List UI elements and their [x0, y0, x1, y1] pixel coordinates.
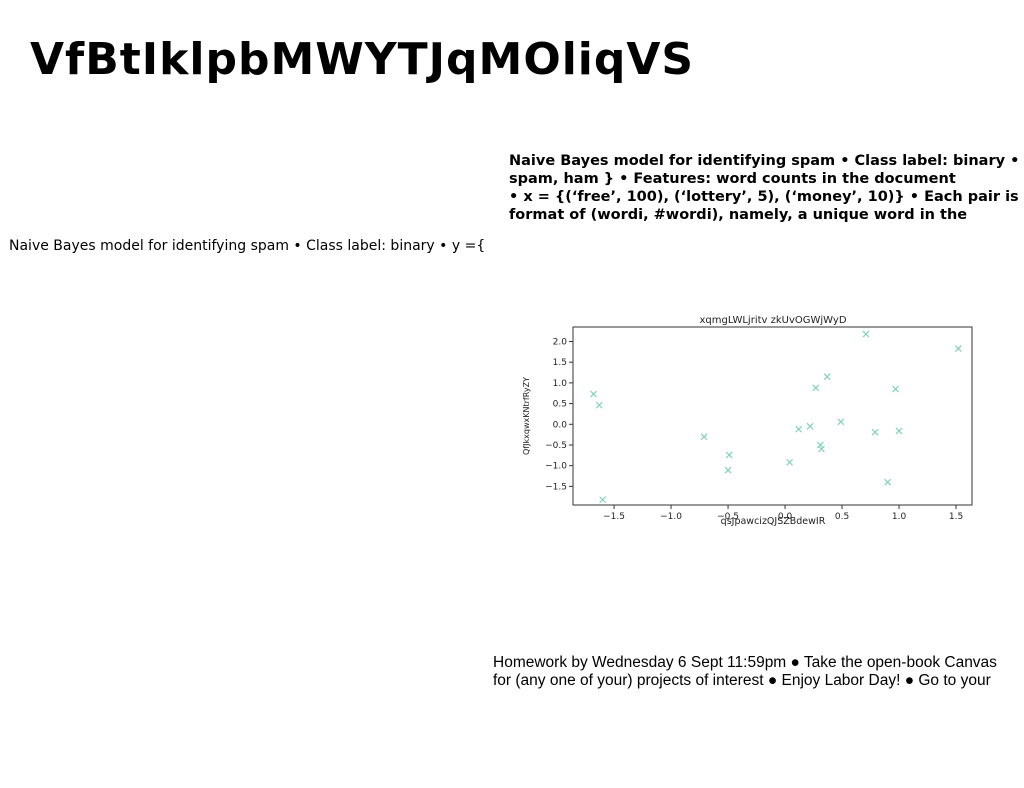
- scatter-chart-svg: xqmgLWLjritv zkUvOGWjWyD −1.5 −1.0 −0.5 0.0…: [522, 315, 973, 527]
- chart-y-axis-label: QfJkxqwxKNtrfRyZY: [522, 377, 531, 455]
- scatter-point: [892, 385, 900, 393]
- scatter-point: [862, 330, 870, 338]
- scatter-point: [871, 428, 879, 436]
- y-tick-label: 1.0: [553, 379, 568, 389]
- x-tick-label: 1.5: [949, 512, 963, 522]
- x-tick-label: −0.5: [717, 512, 739, 522]
- scatter-point: [599, 496, 607, 504]
- scatter-point: [700, 433, 708, 441]
- scatter-point: [823, 373, 831, 381]
- x-tick-label: −1.0: [660, 512, 682, 522]
- points-layer: [590, 330, 962, 504]
- scatter-point: [837, 418, 845, 426]
- scatter-point: [590, 390, 597, 398]
- scatter-point: [725, 451, 733, 459]
- scatter-point: [812, 384, 820, 392]
- homework-text: Homework by Wednesday 6 Sept 11:59pm ● T…: [493, 654, 997, 689]
- scatter-point: [895, 427, 903, 435]
- scatter-point: [816, 441, 824, 449]
- scatter-point: [884, 478, 892, 486]
- ticks-layer: −1.5 −1.0 −0.5 0.0 0.5 1.0 1.5 −1.5 −1.0 −0.5 0.0 0…: [545, 337, 963, 522]
- chart-title: xqmgLWLjritv zkUvOGWjWyD: [699, 315, 846, 326]
- scatter-point: [786, 458, 794, 466]
- x-tick-label: 1.0: [892, 512, 907, 522]
- plain-text-line: Naive Bayes model for identifying spam •…: [9, 238, 486, 254]
- y-tick-label: −1.5: [545, 482, 567, 492]
- y-tick-label: −1.0: [545, 462, 567, 472]
- scatter-point: [724, 466, 732, 474]
- x-tick-label: 0.0: [778, 512, 793, 522]
- y-tick-label: 2.0: [553, 337, 568, 347]
- plot-frame: [572, 326, 973, 506]
- scatter-point: [795, 425, 803, 433]
- chart-x-axis-label: qsJpawcizQJSZBdewIR: [721, 516, 826, 527]
- scatter-point: [806, 422, 814, 430]
- y-tick-label: −0.5: [545, 441, 567, 451]
- bold-text-block: Naive Bayes model for identifying spam •…: [509, 153, 1024, 223]
- scatter-point: [954, 345, 962, 352]
- scatter-point: [595, 401, 603, 409]
- y-tick-label: 1.5: [553, 358, 567, 368]
- y-tick-label: 0.5: [553, 400, 567, 410]
- y-tick-label: 0.0: [553, 420, 568, 430]
- scatter-chart: xqmgLWLjritv zkUvOGWjWyD −1.5 −1.0 −0.5 0.0…: [515, 308, 985, 528]
- scatter-point: [818, 445, 825, 453]
- x-tick-label: 0.5: [835, 512, 849, 522]
- slide-title: VfBtIklpbMWYTJqMOliqVS: [30, 34, 695, 85]
- x-tick-label: −1.5: [603, 512, 625, 522]
